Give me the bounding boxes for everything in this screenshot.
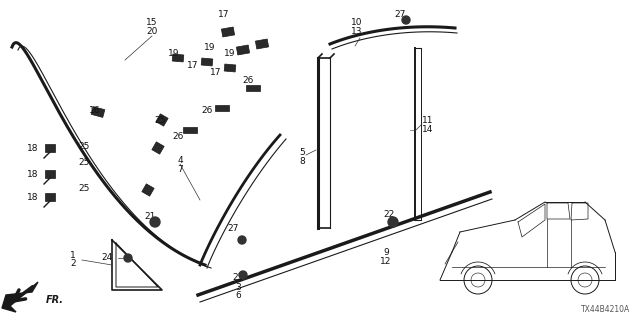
Polygon shape (91, 107, 105, 117)
Text: 27: 27 (394, 10, 406, 19)
Text: 16: 16 (89, 106, 100, 115)
Polygon shape (183, 127, 197, 133)
Polygon shape (45, 170, 55, 178)
Polygon shape (142, 184, 154, 196)
Polygon shape (172, 54, 184, 62)
Text: 9: 9 (383, 247, 389, 257)
Text: 12: 12 (380, 257, 392, 266)
Polygon shape (236, 45, 250, 55)
Polygon shape (152, 142, 164, 154)
Circle shape (238, 236, 246, 244)
Polygon shape (215, 105, 229, 111)
Text: 19: 19 (224, 49, 236, 58)
Text: 23: 23 (232, 274, 244, 283)
Text: 18: 18 (28, 143, 39, 153)
Polygon shape (224, 64, 236, 72)
Text: 13: 13 (351, 27, 363, 36)
Text: 26: 26 (202, 106, 212, 115)
Text: 1: 1 (70, 251, 76, 260)
Text: FR.: FR. (46, 295, 64, 305)
Text: 10: 10 (351, 18, 363, 27)
Text: 18: 18 (28, 170, 39, 179)
Text: 3: 3 (235, 283, 241, 292)
Text: 25: 25 (78, 157, 90, 166)
Text: 17: 17 (188, 60, 199, 69)
Text: 11: 11 (422, 116, 434, 124)
Text: 17: 17 (218, 10, 230, 19)
Text: TX44B4210A: TX44B4210A (580, 305, 630, 314)
Text: 27: 27 (227, 223, 239, 233)
Circle shape (402, 16, 410, 24)
Polygon shape (45, 193, 55, 201)
Polygon shape (201, 58, 212, 66)
Text: 5: 5 (299, 148, 305, 156)
Text: 14: 14 (422, 124, 434, 133)
Text: 19: 19 (168, 49, 180, 58)
Polygon shape (255, 39, 269, 49)
Text: 21: 21 (144, 212, 156, 220)
Polygon shape (45, 144, 55, 152)
Text: 18: 18 (28, 193, 39, 202)
Text: 25: 25 (78, 141, 90, 150)
Text: 6: 6 (235, 292, 241, 300)
Polygon shape (2, 282, 38, 312)
Text: 2: 2 (70, 260, 76, 268)
Text: 20: 20 (147, 27, 157, 36)
Text: 26: 26 (243, 76, 253, 84)
Text: 4: 4 (177, 156, 183, 164)
Text: 8: 8 (299, 156, 305, 165)
Text: 24: 24 (101, 253, 113, 262)
Polygon shape (221, 27, 235, 37)
Text: 15: 15 (147, 18, 157, 27)
Text: 25: 25 (154, 116, 166, 124)
Circle shape (239, 271, 247, 279)
Text: 25: 25 (78, 183, 90, 193)
Text: 19: 19 (204, 43, 216, 52)
Circle shape (150, 217, 160, 227)
Polygon shape (246, 85, 260, 91)
Text: 17: 17 (211, 68, 221, 76)
Text: 22: 22 (383, 210, 395, 219)
Circle shape (388, 217, 398, 227)
Text: 26: 26 (172, 132, 184, 140)
Polygon shape (156, 114, 168, 126)
Text: 7: 7 (177, 164, 183, 173)
Circle shape (124, 254, 132, 262)
